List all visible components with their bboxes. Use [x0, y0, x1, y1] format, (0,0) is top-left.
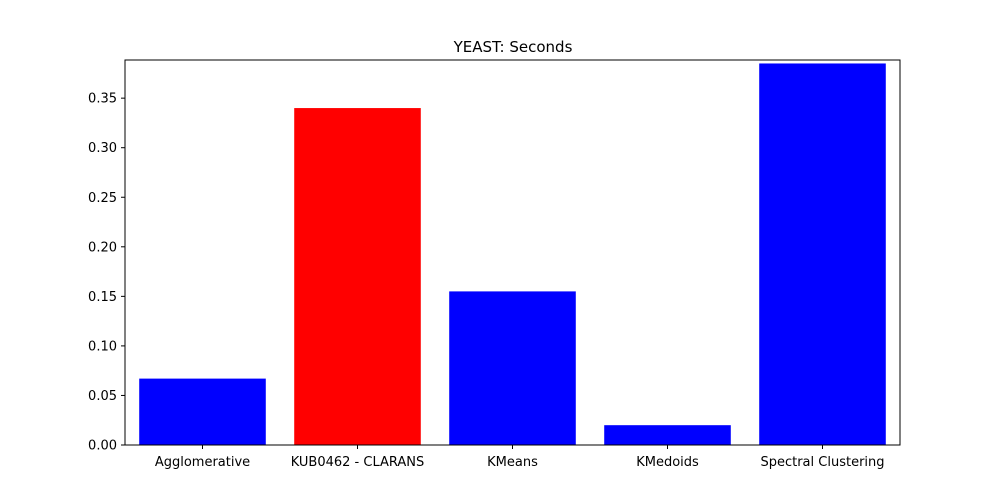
- bar-kub0462-clarans: [294, 108, 421, 446]
- y-tick-label: 0.30: [88, 141, 117, 156]
- bar-agglomerative: [139, 378, 266, 445]
- y-tick-label: 0.20: [88, 240, 117, 255]
- y-tick-label: 0.05: [88, 389, 117, 404]
- x-tick-label: KMedoids: [636, 455, 699, 470]
- y-tick-label: 0.15: [88, 290, 117, 305]
- bar-kmedoids: [604, 425, 731, 445]
- y-tick-label: 0.25: [88, 191, 117, 206]
- y-tick-label: 0.10: [88, 339, 117, 354]
- chart-title: YEAST: Seconds: [453, 38, 573, 56]
- bars-group: [139, 63, 886, 446]
- x-tick-label: KMeans: [487, 455, 538, 470]
- x-tick-label: Spectral Clustering: [760, 455, 884, 470]
- x-tick-label: Agglomerative: [155, 455, 250, 470]
- bar-spectral-clustering: [759, 63, 886, 445]
- bar-kmeans: [449, 291, 576, 445]
- plot-frame: [124, 59, 901, 446]
- y-tick-label: 0.35: [88, 92, 117, 107]
- x-axis: Agglomerative KUB0462 - CLARANS KMeans KMed…: [155, 445, 885, 470]
- y-tick-label: 0.00: [88, 439, 117, 454]
- y-axis: 0.00 0.05 0.10 0.15 0.20 0.25 0.30 0.35: [88, 92, 125, 454]
- x-tick-label: KUB0462 - CLARANS: [291, 455, 425, 470]
